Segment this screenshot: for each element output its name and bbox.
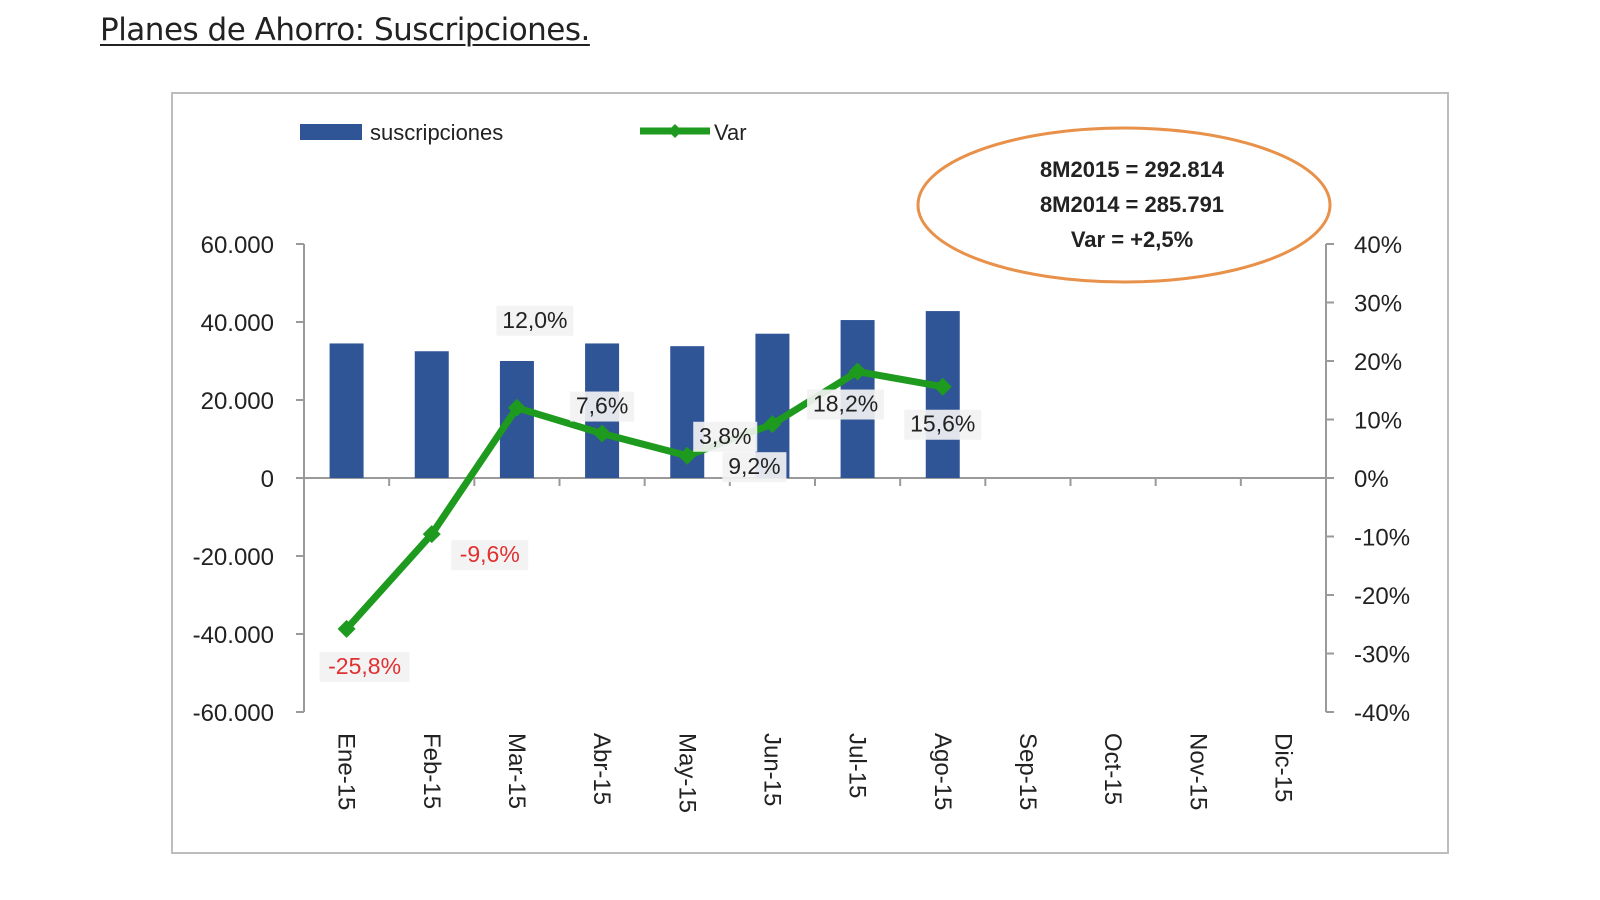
data-label-bg: [904, 409, 982, 440]
y-left-tick-label: 0: [261, 466, 274, 493]
x-tick-label: Jun-15: [758, 733, 785, 806]
legend: suscripciones Var: [300, 120, 747, 145]
data-label-var: 15,6%: [910, 411, 975, 437]
y-left-tick-label: 40.000: [201, 310, 274, 337]
data-label-bg: [807, 389, 885, 420]
y-right-tick-label: -10%: [1354, 525, 1410, 552]
annotation-ellipse: [916, 126, 1332, 284]
y-right-tick-label: -20%: [1354, 583, 1410, 610]
y-left-tick-label: -40.000: [193, 622, 274, 649]
data-label-bg: [722, 452, 787, 483]
x-tick-label: Sep-15: [1014, 733, 1041, 810]
annotation-line-3: Var = +2,5%: [1071, 227, 1193, 252]
data-label-var: 12,0%: [502, 307, 567, 333]
y-left-tick-label: 20.000: [201, 388, 274, 415]
data-label-var: 18,2%: [813, 391, 878, 417]
y-left-tick-label: -60.000: [193, 700, 274, 727]
page-title: Planes de Ahorro: Suscripciones.: [100, 12, 590, 48]
y-right-tick-label: 0%: [1354, 466, 1389, 493]
x-tick-label: Feb-15: [418, 733, 445, 809]
y-right-tick-label: 40%: [1354, 232, 1402, 259]
y-right-tick-label: 10%: [1354, 408, 1402, 435]
x-tick-label: Nov-15: [1184, 733, 1211, 810]
annotation-line-1: 8M2015 = 292.814: [1040, 157, 1225, 182]
x-tick-label: May-15: [673, 733, 700, 813]
y-right-tick-label: 30%: [1354, 291, 1402, 318]
bar-suscripciones: [414, 351, 449, 478]
x-tick-label: Dic-15: [1269, 733, 1296, 802]
data-label-var: 7,6%: [576, 393, 628, 419]
marker-var: [593, 424, 612, 443]
y-left-tick-label: 60.000: [201, 232, 274, 259]
legend-swatch-suscripciones: [300, 124, 362, 140]
marker-var: [763, 415, 782, 434]
marker-var: [678, 446, 697, 465]
data-label-bg: [570, 391, 635, 422]
chart-frame: [171, 92, 1449, 854]
data-label-bg: [496, 305, 574, 336]
annotation-line-2: 8M2014 = 285.791: [1040, 192, 1224, 217]
legend-label-suscripciones: suscripciones: [370, 120, 503, 145]
bar-suscripciones: [329, 343, 364, 478]
marker-var: [422, 525, 441, 544]
y-right-tick-label: -40%: [1354, 700, 1410, 727]
marker-var: [337, 619, 356, 638]
annotation: 8M2015 = 292.814 8M2014 = 285.791 Var = …: [916, 126, 1332, 284]
marker-var: [848, 362, 867, 381]
data-label-var: 3,8%: [699, 423, 751, 449]
legend-marker-var: [668, 124, 682, 138]
data-label-bg: [319, 651, 410, 682]
legend-label-var: Var: [714, 120, 747, 145]
x-tick-label: Mar-15: [503, 733, 530, 809]
marker-var: [507, 398, 526, 417]
data-label-bg: [693, 421, 758, 452]
x-tick-label: Oct-15: [1099, 733, 1126, 805]
line-var: [343, 368, 944, 632]
x-tick-label: Abr-15: [588, 733, 615, 805]
y-left-tick-label: -20.000: [193, 544, 274, 571]
y-right-tick-label: 20%: [1354, 349, 1402, 376]
x-tick-label: Jul-15: [844, 733, 871, 798]
data-label-bg: [451, 540, 529, 571]
data-label-var: 9,2%: [728, 453, 780, 479]
data-label-var: -25,8%: [328, 653, 401, 679]
data-label-var: -9,6%: [460, 541, 520, 567]
y-right-tick-label: -30%: [1354, 642, 1410, 669]
x-tick-label: Ene-15: [333, 733, 360, 810]
marker-var: [933, 377, 952, 396]
x-tick-label: Ago-15: [929, 733, 956, 810]
